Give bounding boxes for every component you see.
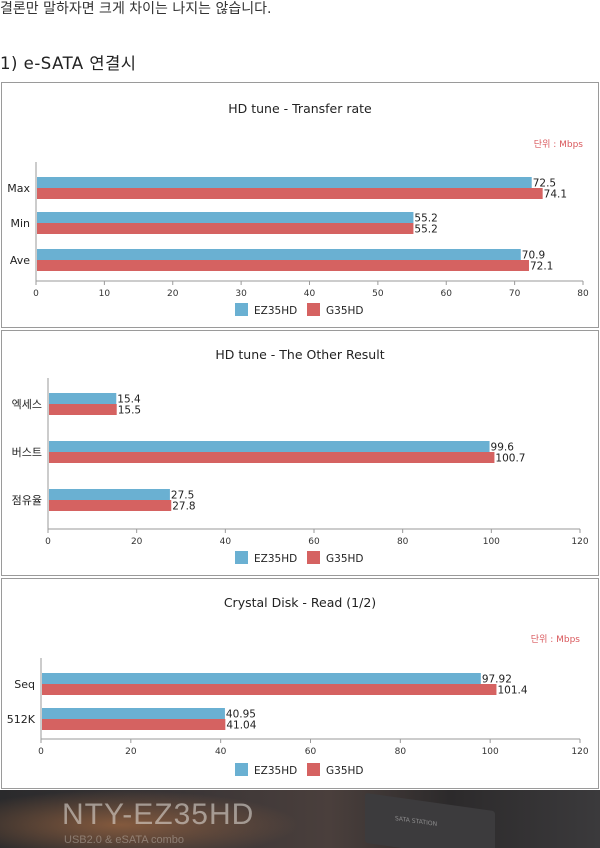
x-tick-label: 70 <box>509 289 521 299</box>
category-label: Seq <box>14 678 35 691</box>
product-photo: NTY-EZ35HD USB2.0 & eSATA combo SATA STA… <box>0 790 600 848</box>
data-label: 70.9 <box>522 250 545 262</box>
data-label: 55.2 <box>414 224 437 236</box>
x-tick-label: 10 <box>99 289 111 299</box>
data-label: 27.8 <box>172 501 195 513</box>
legend-swatch-ez35hd <box>235 763 248 776</box>
bar-g35hd <box>37 223 414 234</box>
device-label: SATA STATION <box>395 815 438 828</box>
legend-swatch-ez35hd <box>235 551 248 564</box>
legend-label: G35HD <box>326 553 363 565</box>
x-tick-label: 40 <box>220 537 232 547</box>
photo-brand-text: NTY-EZ35HD <box>62 798 255 831</box>
category-label: Max <box>7 182 30 195</box>
data-label: 101.4 <box>497 685 527 697</box>
x-tick-label: 0 <box>45 537 51 547</box>
x-tick-label: 20 <box>167 289 179 299</box>
legend-swatch-g35hd <box>307 303 320 316</box>
device-image: SATA STATION <box>365 792 495 848</box>
legend-label: G35HD <box>326 765 363 777</box>
bar-ez35hd <box>49 441 490 452</box>
bar-g35hd <box>42 719 226 730</box>
data-label: 100.7 <box>495 453 525 465</box>
bar-ez35hd <box>49 489 170 500</box>
data-label: 41.04 <box>226 720 256 732</box>
legend-swatch-g35hd <box>307 551 320 564</box>
photo-sub-text: USB2.0 & eSATA combo <box>64 834 185 846</box>
x-tick-label: 20 <box>125 747 137 757</box>
category-label: 점유율 <box>12 494 42 507</box>
photo-glow <box>0 790 300 848</box>
x-tick-label: 60 <box>441 289 453 299</box>
x-tick-label: 60 <box>308 537 320 547</box>
x-tick-label: 100 <box>483 537 500 547</box>
category-label: 버스트 <box>12 446 42 459</box>
bar-g35hd <box>37 260 529 271</box>
section-heading: 1) e-SATA 연결시 <box>0 54 137 73</box>
chart-other-result: HD tune - The Other Result 0 20 40 60 80 100 12… <box>12 347 589 565</box>
x-tick-label: 40 <box>304 289 316 299</box>
data-label: 27.5 <box>171 490 194 502</box>
legend-swatch-ez35hd <box>235 303 248 316</box>
x-tick-label: 80 <box>397 537 409 547</box>
data-label: 99.6 <box>491 442 515 454</box>
chart-title: Crystal Disk - Read (1/2) <box>224 595 376 610</box>
chart-crystal-disk: Crystal Disk - Read (1/2) 단위 : Mbps 0 20 40 6… <box>7 595 589 777</box>
data-label: 72.5 <box>533 178 556 190</box>
x-tick-label: 20 <box>131 537 143 547</box>
bar-g35hd <box>49 500 172 511</box>
bar-ez35hd <box>37 249 521 260</box>
data-label: 15.4 <box>117 394 141 406</box>
unit-label: 단위 : Mbps <box>531 634 581 645</box>
legend-label: EZ35HD <box>254 553 297 565</box>
chart-transfer-rate: HD tune - Transfer rate 단위 : Mbps 0 10 20 30 4… <box>7 101 589 317</box>
data-label: 15.5 <box>118 405 141 417</box>
bar-g35hd <box>42 684 497 695</box>
x-tick-label: 80 <box>577 289 589 299</box>
legend-label: EZ35HD <box>254 765 297 777</box>
chart-panel-crystal-disk: Crystal Disk - Read (1/2) 단위 : Mbps 0 20 40 6… <box>1 578 599 789</box>
bar-g35hd <box>37 188 543 199</box>
bar-g35hd <box>49 404 117 415</box>
data-label: 74.1 <box>544 189 567 201</box>
category-label: 엑세스 <box>12 398 42 411</box>
x-tick-label: 120 <box>571 537 588 547</box>
legend-swatch-g35hd <box>307 763 320 776</box>
data-label: 40.95 <box>226 709 256 721</box>
x-tick-label: 40 <box>215 747 227 757</box>
category-label: 512K <box>7 713 36 726</box>
x-tick-label: 100 <box>482 747 499 757</box>
category-label: Ave <box>10 254 30 267</box>
bar-ez35hd <box>42 673 481 684</box>
legend-label: G35HD <box>326 305 363 317</box>
x-tick-label: 0 <box>38 747 44 757</box>
x-tick-label: 60 <box>305 747 317 757</box>
legend-label: EZ35HD <box>254 305 297 317</box>
category-label: Min <box>10 217 30 230</box>
x-tick-label: 30 <box>235 289 247 299</box>
chart-panel-transfer-rate: HD tune - Transfer rate 단위 : Mbps 0 10 20 30 4… <box>1 82 599 328</box>
bar-g35hd <box>49 452 495 463</box>
bar-ez35hd <box>37 177 532 188</box>
chart-title: HD tune - The Other Result <box>215 347 384 362</box>
chart-title: HD tune - Transfer rate <box>228 101 372 116</box>
bar-ez35hd <box>49 393 117 404</box>
bar-ez35hd <box>37 212 414 223</box>
x-tick-label: 50 <box>372 289 384 299</box>
x-tick-label: 0 <box>33 289 39 299</box>
chart-panel-other-result: HD tune - The Other Result 0 20 40 60 80 100 12… <box>1 330 599 576</box>
x-tick-label: 80 <box>395 747 407 757</box>
data-label: 97.92 <box>482 674 512 686</box>
x-tick-label: 120 <box>571 747 588 757</box>
unit-label: 단위 : Mbps <box>534 139 584 150</box>
bar-ez35hd <box>42 708 225 719</box>
intro-text: 결론만 말하자면 크게 차이는 나지는 않습니다. <box>0 1 272 17</box>
data-label: 55.2 <box>414 213 437 225</box>
data-label: 72.1 <box>530 261 553 273</box>
